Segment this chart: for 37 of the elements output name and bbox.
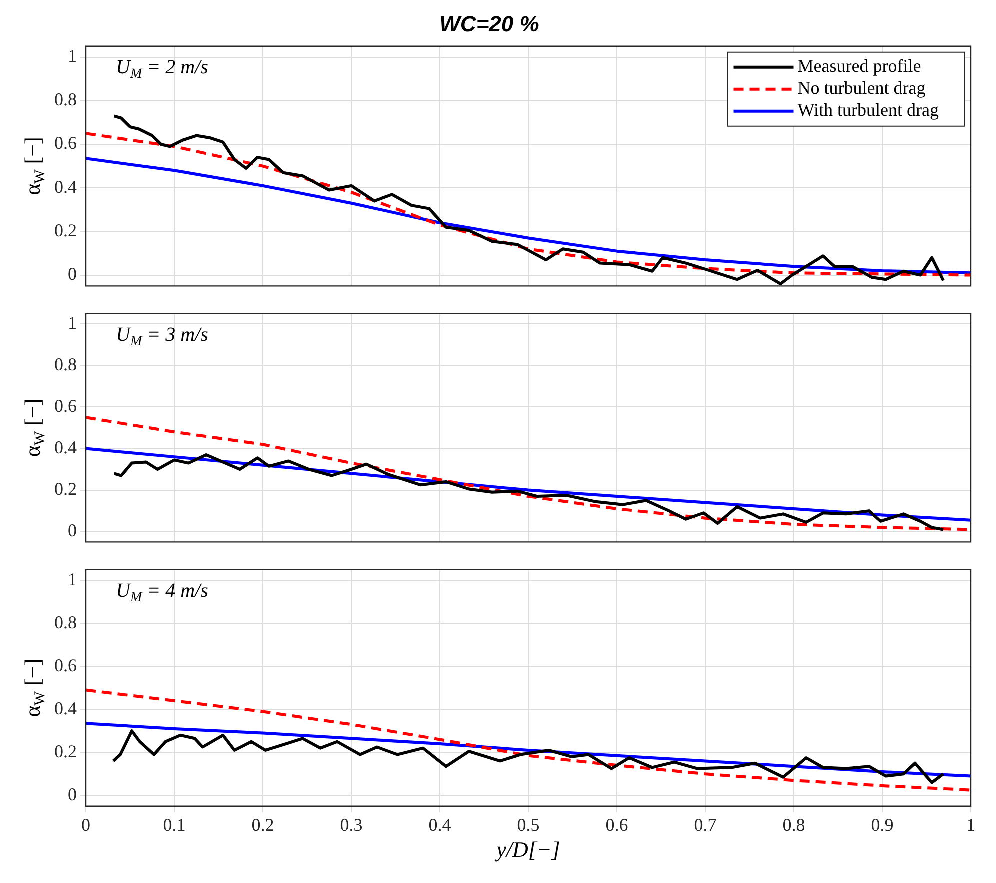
x-tick-label: 0.8 xyxy=(782,814,806,835)
x-tick-label: 0.1 xyxy=(163,814,186,835)
x-tick-label: 0.6 xyxy=(606,814,628,835)
y-tick-label: 1 xyxy=(68,312,77,333)
y-tick-label: 0 xyxy=(68,784,77,804)
y-tick-label: 0.2 xyxy=(54,741,77,762)
y-tick-label: 0.8 xyxy=(54,612,77,632)
y-tick-label: 0.2 xyxy=(54,220,77,240)
y-axis-title: αW [−] xyxy=(20,658,49,718)
chart-title: WC=20 % xyxy=(440,11,540,36)
y-tick-label: 0.4 xyxy=(54,176,77,197)
y-axis-title: αW [−] xyxy=(20,398,49,458)
x-axis-title: y/D[−] xyxy=(494,837,560,862)
legend-label: No turbulent drag xyxy=(798,78,926,98)
y-tick-label: 0 xyxy=(68,264,77,284)
y-tick-label: 0.8 xyxy=(54,354,77,374)
y-tick-label: 0.4 xyxy=(54,438,77,458)
y-tick-label: 0.6 xyxy=(54,133,77,154)
legend-label: With turbulent drag xyxy=(798,100,940,120)
y-tick-label: 0.8 xyxy=(54,90,77,110)
legend-label: Measured profile xyxy=(798,56,922,76)
y-tick-label: 0.6 xyxy=(54,396,77,416)
y-tick-label: 0.6 xyxy=(54,655,77,676)
x-tick-label: 0 xyxy=(82,814,90,835)
y-axis-title: αW [−] xyxy=(20,137,49,196)
x-tick-label: 1 xyxy=(966,814,976,835)
y-tick-label: 0.4 xyxy=(54,698,77,718)
y-tick-label: 0 xyxy=(68,520,77,541)
y-tick-label: 1 xyxy=(68,46,77,66)
x-tick-label: 0.4 xyxy=(428,814,452,835)
x-tick-label: 0.9 xyxy=(871,814,894,835)
x-tick-label: 0.5 xyxy=(517,814,540,835)
x-tick-label: 0.2 xyxy=(252,814,274,835)
x-tick-label: 0.7 xyxy=(694,814,717,835)
x-tick-label: 0.3 xyxy=(340,814,363,835)
y-tick-label: 0.2 xyxy=(54,479,77,500)
y-tick-label: 1 xyxy=(68,569,77,590)
